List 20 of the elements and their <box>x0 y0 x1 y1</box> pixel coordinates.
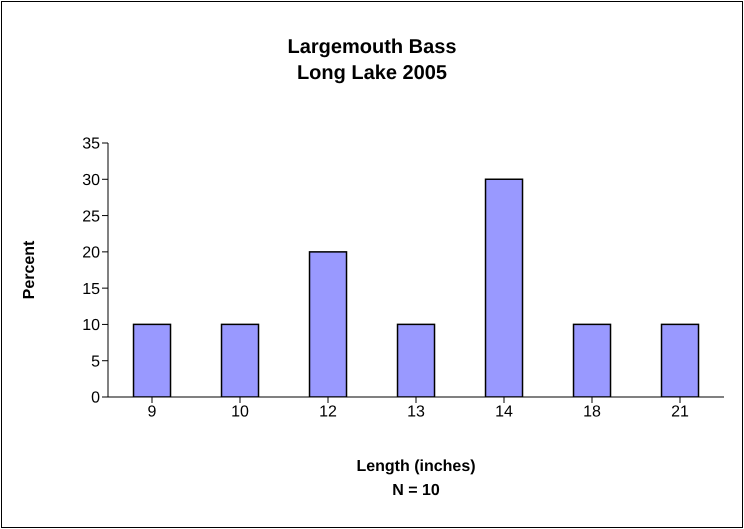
y-tick-label: 15 <box>82 280 100 298</box>
x-axis-title: Length (inches) <box>355 458 477 476</box>
x-tick-label: 21 <box>671 403 689 420</box>
y-axis-title: Percent <box>21 240 39 300</box>
x-tick-label: 10 <box>231 403 249 420</box>
x-tick-label: 13 <box>407 403 425 420</box>
text: N = 10 <box>391 482 441 500</box>
y-tick-label: 20 <box>82 244 100 262</box>
y-tick-label: 30 <box>82 172 100 189</box>
y-tick-label: 35 <box>82 136 100 153</box>
y-tick-label: 5 <box>91 353 100 370</box>
x-tick-label: 18 <box>583 403 601 420</box>
chart-subtitle: Long Lake 2005 <box>296 62 448 85</box>
x-tick-label: 14 <box>495 403 513 420</box>
x-tick-label: 9 <box>148 403 157 420</box>
y-tick-label: 10 <box>82 317 100 334</box>
x-tick-label: 12 <box>319 403 337 420</box>
y-tick-label: 0 <box>91 390 100 407</box>
y-tick-label: 25 <box>82 208 100 226</box>
chart-title: Largemouth Bass <box>286 36 458 59</box>
